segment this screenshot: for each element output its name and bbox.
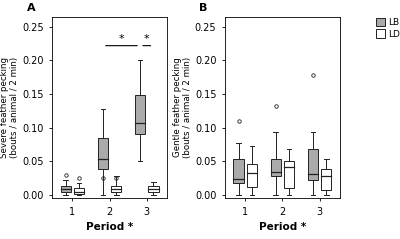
Bar [148,186,159,192]
Bar [98,138,108,169]
Bar [247,164,257,187]
Bar [284,161,294,188]
Y-axis label: Gentle feather pecking
(bouts / animal / 2 min): Gentle feather pecking (bouts / animal /… [173,57,192,158]
Bar [60,186,71,192]
Y-axis label: Severe feather pecking
(bouts / animal / 2 min): Severe feather pecking (bouts / animal /… [0,57,19,158]
Bar [74,188,84,194]
Bar [321,169,332,190]
Text: *: * [144,34,150,44]
Bar [135,95,145,135]
Bar [233,159,244,183]
X-axis label: Period *: Period * [86,222,133,232]
X-axis label: Period *: Period * [259,222,306,232]
Bar [111,186,122,192]
Text: B: B [200,3,208,13]
Bar [308,149,318,180]
Text: A: A [27,3,35,13]
Text: *: * [119,34,124,44]
Legend: LB+, LD: LB+, LD [376,18,400,38]
Bar [270,159,281,176]
